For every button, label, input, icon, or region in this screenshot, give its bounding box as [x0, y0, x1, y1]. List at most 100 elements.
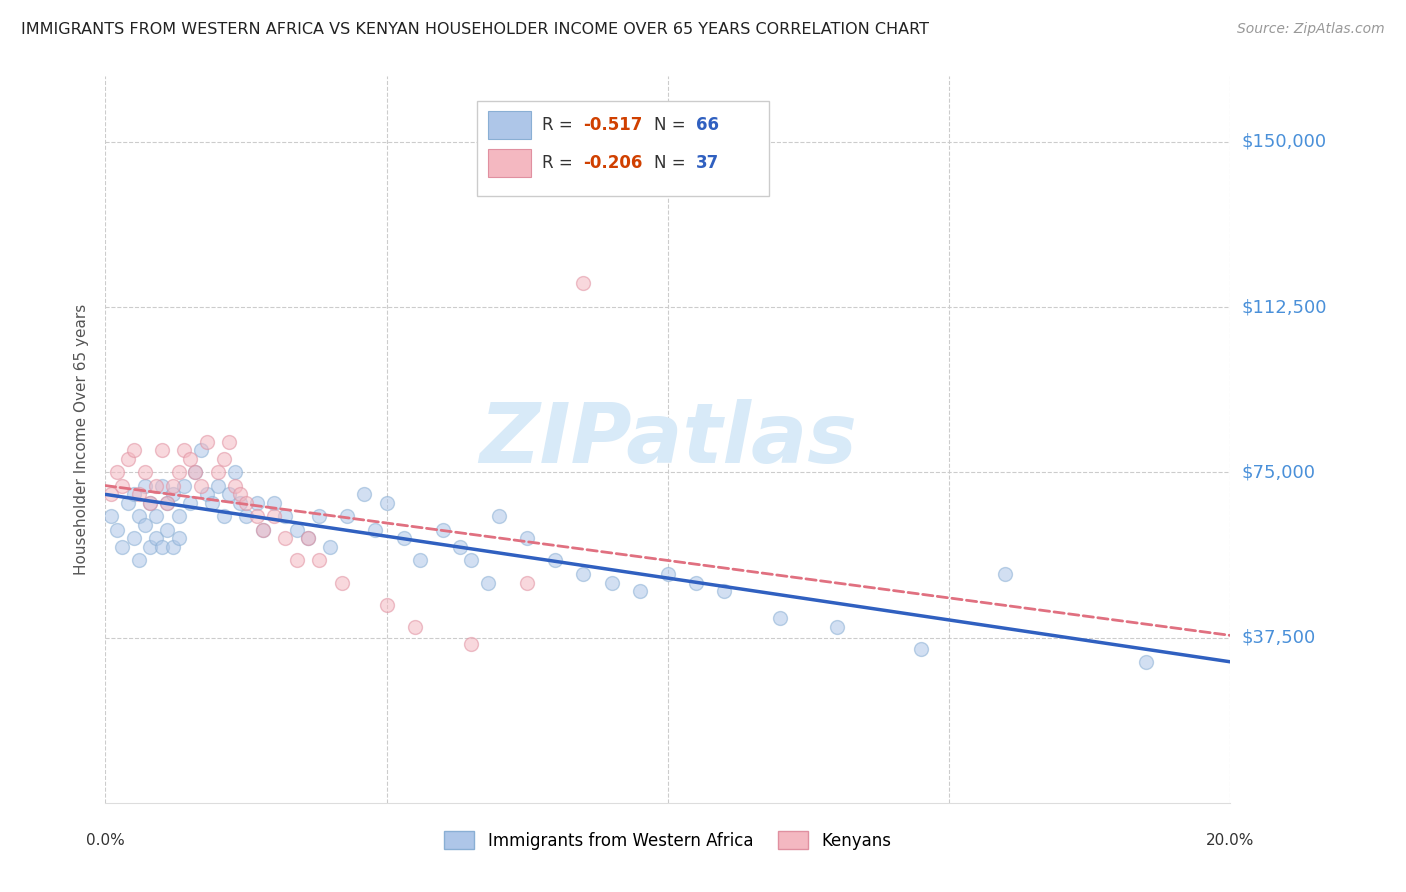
Point — [134, 518, 156, 533]
Point — [375, 496, 398, 510]
Point — [111, 478, 134, 492]
Point — [150, 443, 173, 458]
Text: IMMIGRANTS FROM WESTERN AFRICA VS KENYAN HOUSEHOLDER INCOME OVER 65 YEARS CORREL: IMMIGRANTS FROM WESTERN AFRICA VS KENYAN… — [21, 22, 929, 37]
Point — [150, 478, 173, 492]
Point — [600, 575, 623, 590]
Point — [1135, 655, 1157, 669]
Point — [229, 487, 252, 501]
Point — [150, 541, 173, 555]
Point — [375, 598, 398, 612]
Point — [477, 575, 499, 590]
Text: R =: R = — [541, 154, 578, 172]
Point — [184, 466, 207, 480]
Point — [128, 487, 150, 501]
Point — [657, 566, 679, 581]
Point — [224, 478, 246, 492]
Point — [145, 478, 167, 492]
Point — [330, 575, 353, 590]
Point — [297, 532, 319, 546]
Point — [246, 509, 269, 524]
Text: -0.517: -0.517 — [583, 116, 643, 135]
Point — [122, 487, 145, 501]
Point — [263, 509, 285, 524]
Y-axis label: Householder Income Over 65 years: Householder Income Over 65 years — [75, 303, 90, 575]
Point — [105, 523, 128, 537]
Point — [285, 553, 308, 567]
Point — [229, 496, 252, 510]
Point — [212, 452, 235, 467]
Point — [308, 509, 330, 524]
Point — [195, 487, 218, 501]
Text: 20.0%: 20.0% — [1206, 833, 1254, 848]
Point — [139, 496, 162, 510]
Text: $112,500: $112,500 — [1241, 298, 1327, 316]
Point — [111, 541, 134, 555]
Point — [134, 478, 156, 492]
Point — [488, 509, 510, 524]
Point — [769, 611, 792, 625]
Point — [246, 496, 269, 510]
Point — [235, 509, 257, 524]
Point — [252, 523, 274, 537]
Point — [162, 478, 184, 492]
Point — [117, 452, 139, 467]
Point — [572, 566, 595, 581]
Legend: Immigrants from Western Africa, Kenyans: Immigrants from Western Africa, Kenyans — [437, 825, 898, 856]
Text: N =: N = — [654, 116, 692, 135]
Point — [184, 466, 207, 480]
Point — [145, 532, 167, 546]
Point — [167, 509, 190, 524]
Point — [156, 496, 179, 510]
Point — [218, 434, 240, 449]
Point — [825, 619, 848, 633]
Point — [274, 509, 297, 524]
Text: Source: ZipAtlas.com: Source: ZipAtlas.com — [1237, 22, 1385, 37]
Point — [572, 276, 595, 290]
Point — [145, 509, 167, 524]
Point — [432, 523, 454, 537]
Point — [460, 637, 482, 651]
Text: R =: R = — [541, 116, 578, 135]
Point — [252, 523, 274, 537]
FancyBboxPatch shape — [477, 102, 769, 195]
Point — [404, 619, 426, 633]
Point — [100, 487, 122, 501]
Point — [224, 466, 246, 480]
Point — [139, 541, 162, 555]
Point — [364, 523, 387, 537]
Point — [117, 496, 139, 510]
Point — [516, 575, 538, 590]
Text: $150,000: $150,000 — [1241, 133, 1326, 151]
Point — [195, 434, 218, 449]
Text: N =: N = — [654, 154, 692, 172]
Point — [134, 466, 156, 480]
Point — [392, 532, 415, 546]
Point — [156, 496, 179, 510]
FancyBboxPatch shape — [488, 149, 530, 177]
Point — [685, 575, 707, 590]
Point — [628, 584, 651, 599]
Point — [544, 553, 567, 567]
Point — [218, 487, 240, 501]
Point — [336, 509, 359, 524]
Point — [167, 532, 190, 546]
Text: 66: 66 — [696, 116, 718, 135]
Point — [105, 466, 128, 480]
Point — [713, 584, 735, 599]
Point — [122, 443, 145, 458]
Text: -0.206: -0.206 — [583, 154, 643, 172]
Point — [274, 532, 297, 546]
Point — [460, 553, 482, 567]
Point — [308, 553, 330, 567]
Point — [353, 487, 375, 501]
Point — [156, 523, 179, 537]
Point — [263, 496, 285, 510]
Point — [297, 532, 319, 546]
Point — [409, 553, 432, 567]
Point — [179, 452, 201, 467]
Point — [173, 478, 195, 492]
Point — [285, 523, 308, 537]
Point — [449, 541, 471, 555]
Point — [122, 532, 145, 546]
Point — [201, 496, 224, 510]
